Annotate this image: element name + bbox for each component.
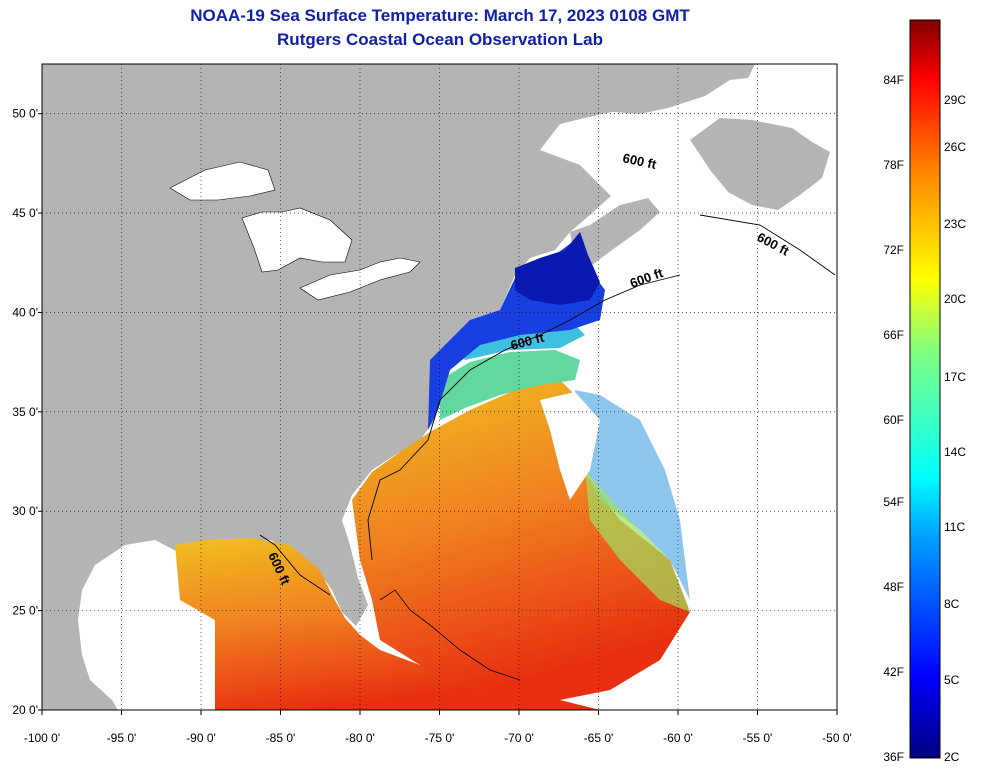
colorbar-c-label: 17C [944, 370, 966, 384]
lake-erie-ontario [299, 257, 421, 301]
colorbar-c-label: 23C [944, 217, 966, 231]
lon-tick-label: -95 0' [107, 731, 137, 745]
colorbar-f-label: 66F [883, 328, 904, 342]
colorbar [909, 19, 941, 759]
lon-tick-label: -55 0' [743, 731, 773, 745]
lat-tick-label: 45 0' [12, 206, 38, 220]
lat-tick-label: 30 0' [12, 504, 38, 518]
colorbar-c-label: 14C [944, 445, 966, 459]
lake-superior [169, 161, 276, 201]
gulf-st-lawrence [540, 108, 728, 205]
colorbar-f-label: 36F [883, 750, 904, 764]
colorbar-c-label: 2C [944, 750, 960, 764]
lat-tick-label: 20 0' [12, 703, 38, 717]
colorbar-c-label: 5C [944, 673, 960, 687]
colorbar-f-label: 60F [883, 413, 904, 427]
colorbar-c-label: 20C [944, 292, 966, 306]
lon-tick-label: -100 0' [24, 731, 60, 745]
lat-tick-label: 40 0' [12, 305, 38, 319]
lon-tick-label: -65 0' [584, 731, 614, 745]
latitude-labels: 50 0' 45 0' 40 0' 35 0' 30 0' 25 0' 20 0' [12, 107, 42, 717]
colorbar-f-label: 54F [883, 495, 904, 509]
lat-tick-label: 35 0' [12, 405, 38, 419]
lake-michigan-huron [241, 207, 353, 273]
lat-tick-label: 50 0' [12, 107, 38, 121]
longitude-labels: -100 0' -95 0' -90 0' -85 0' -80 0' -75 0' -70… [24, 710, 852, 745]
lon-tick-label: -70 0' [504, 731, 534, 745]
colorbar-c-label: 11C [944, 520, 965, 534]
colorbar-c-label: 29C [944, 93, 966, 107]
contour-label-1: 600 ft [621, 150, 658, 172]
lon-tick-label: -50 0' [822, 731, 852, 745]
colorbar-f-label: 84F [883, 73, 904, 87]
colorbar-c-label: 26C [944, 140, 966, 154]
colorbar-f-label: 42F [883, 665, 904, 679]
colorbar-f-label: 78F [883, 158, 904, 172]
depth-contour-600ft [259, 214, 836, 596]
colorbar-f-label: 48F [883, 580, 904, 594]
map-title: NOAA-19 Sea Surface Temperature: March 1… [190, 6, 690, 25]
lon-tick-label: -85 0' [266, 731, 296, 745]
colorbar-f-label: 72F [883, 243, 904, 257]
colorbar-celsius-labels: 29C 26C 23C 20C 17C 14C 11C 8C 5C 2C [944, 93, 966, 764]
lat-tick-label: 25 0' [12, 604, 38, 618]
lon-tick-label: -60 0' [663, 731, 693, 745]
land-newfoundland [690, 118, 830, 210]
land-nova-scotia [570, 198, 660, 265]
colorbar-fahrenheit-labels: 84F 78F 72F 66F 60F 54F 48F 42F 36F [883, 73, 904, 764]
lon-tick-label: -80 0' [345, 731, 375, 745]
map-subtitle: Rutgers Coastal Ocean Observation Lab [277, 30, 603, 49]
colorbar-c-label: 8C [944, 597, 960, 611]
lon-tick-label: -75 0' [425, 731, 455, 745]
land-north-america [42, 64, 755, 710]
lon-tick-label: -90 0' [186, 731, 216, 745]
